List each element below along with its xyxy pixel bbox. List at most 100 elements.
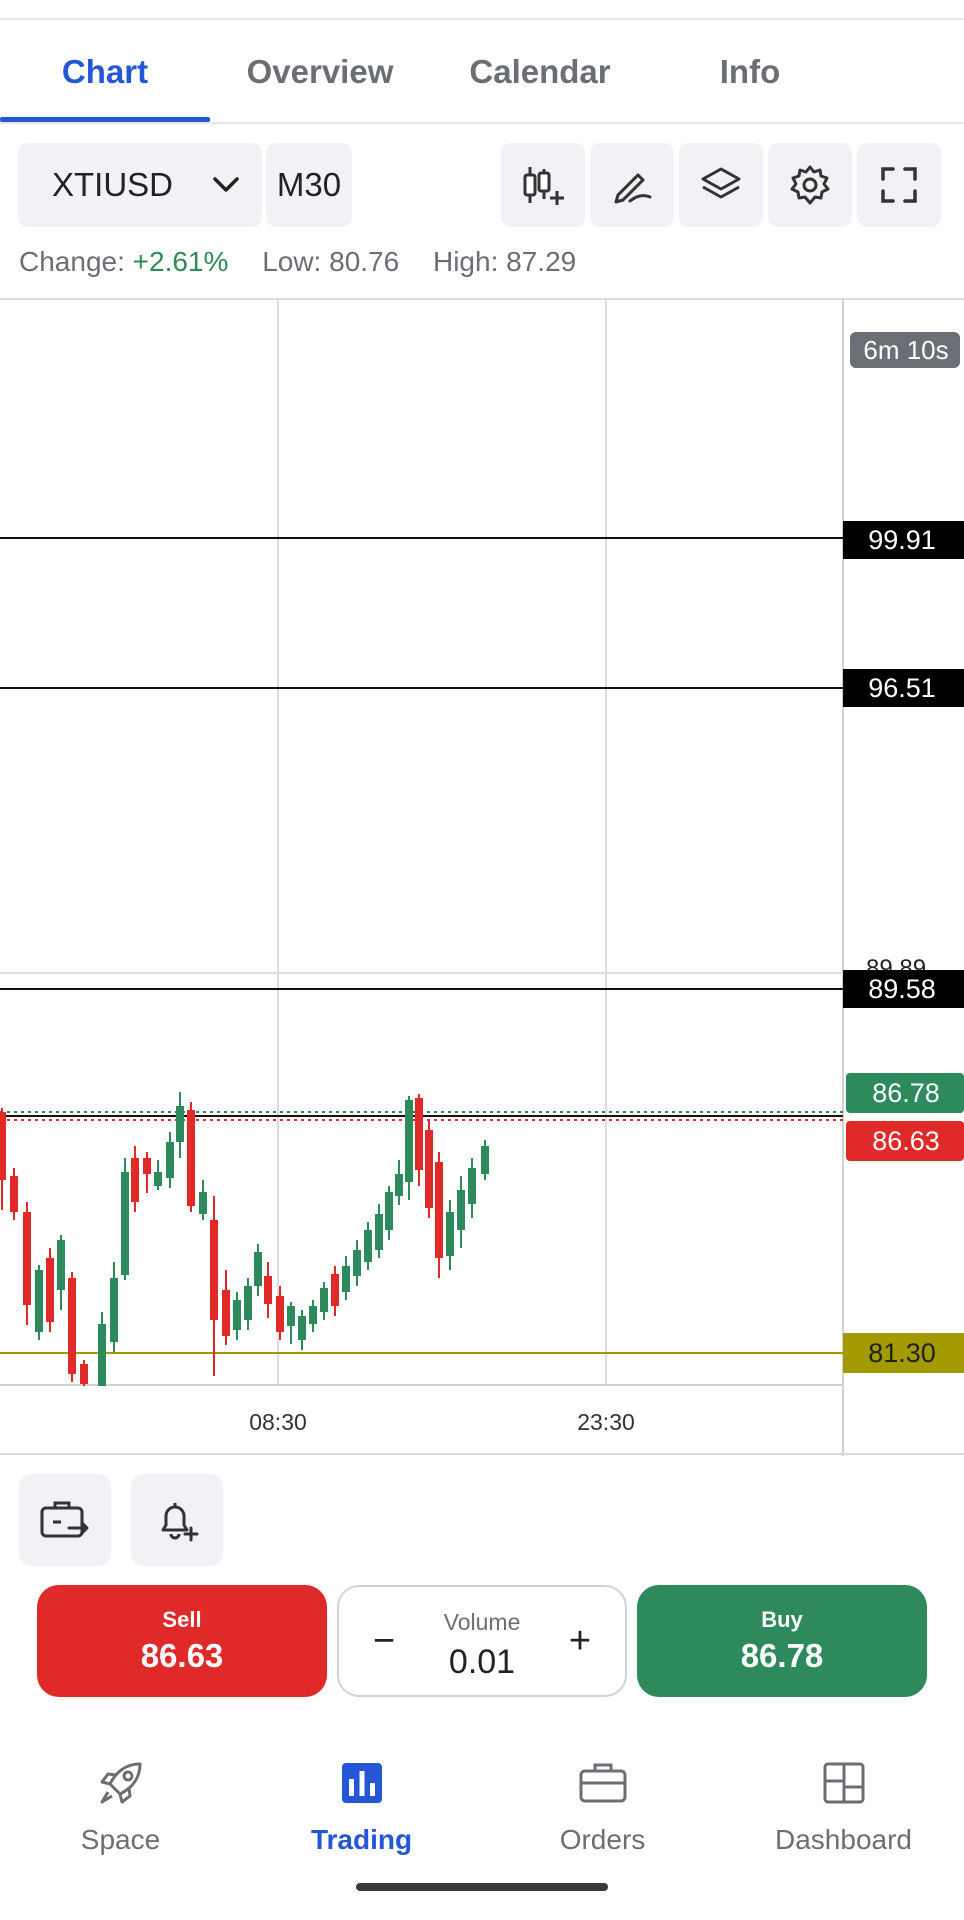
candle-body [287,1306,295,1326]
candle-body [264,1276,272,1304]
layers-button[interactable] [679,143,763,227]
timeframe-button[interactable]: M30 [266,143,352,227]
candle-body [10,1176,18,1212]
briefcase-icon [579,1763,626,1803]
low-label: Low: [262,246,322,277]
chart-toolbar: XTIUSD M30 [0,140,964,228]
candle-body [342,1266,350,1292]
candle-body [131,1158,139,1202]
candle-body [468,1168,476,1204]
tab-calendar[interactable]: Calendar [469,53,611,90]
buy-price: 86.78 [740,1637,824,1674]
volume-stepper: − Volume 0.01 + [337,1585,627,1697]
candle-body [331,1274,339,1306]
candle-body [457,1190,465,1230]
ask-label: 86.78 [872,1078,940,1108]
candle-body [298,1316,306,1340]
symbol-label: XTIUSD [52,166,174,203]
level-label: 89.58 [868,974,936,1004]
candle-body [405,1100,413,1182]
high-value: 87.29 [506,246,577,277]
symbol-selector[interactable]: XTIUSD [18,143,262,227]
bottom-nav: Space Trading Orders [0,1748,964,1878]
nav-label-space: Space [80,1824,161,1855]
candle-body [222,1290,230,1336]
volume-increase-button[interactable]: + [568,1619,592,1662]
price-chart[interactable]: 6m 10s 89.89 99.91 96.51 89.58 86.78 86.… [0,298,964,1456]
timeframe-label: M30 [276,166,342,203]
candle-body [35,1270,43,1332]
bid-label: 86.63 [872,1126,940,1156]
change-label: Change: [19,246,125,277]
settings-button[interactable] [768,143,852,227]
nav-label-trading: Trading [310,1824,413,1855]
sell-button[interactable]: Sell 86.63 [37,1585,327,1697]
level-label-bg [843,970,964,1008]
candle-body [309,1306,317,1324]
close-positions-button[interactable] [19,1474,111,1566]
indicators-icon [523,167,564,205]
sell-price: 86.63 [140,1637,224,1674]
low-value: 80.76 [329,246,400,277]
nav-item-trading[interactable]: Trading [241,1748,482,1878]
draw-icon [614,173,652,204]
change-value: +2.61% [132,246,229,277]
tab-info[interactable]: Info [719,53,781,90]
candle-body [110,1278,118,1342]
candle-body [154,1172,162,1186]
candle-body [199,1192,207,1214]
briefcase-arrow-icon [40,1501,89,1538]
tab-chart[interactable]: Chart [61,53,149,90]
candle-body [143,1158,151,1174]
layers-icon [701,167,741,199]
time-label: 08:30 [249,1409,307,1435]
candle-body [320,1288,328,1312]
candle-body [121,1172,129,1275]
sell-label: Sell [162,1607,202,1632]
nav-label-dashboard: Dashboard [775,1824,912,1855]
gear-icon [790,165,830,205]
price-stats: Change: +2.61% Low: 80.76 High: 87.29 [19,246,576,278]
indicators-button[interactable] [501,143,585,227]
rocket-icon [100,1762,141,1804]
candle-body [364,1230,372,1262]
candle-body [98,1324,106,1386]
buy-label: Buy [761,1607,803,1632]
candle-body [46,1258,54,1322]
volume-label: Volume [443,1609,521,1635]
candle-body [0,1112,6,1180]
volume-value[interactable]: 0.01 [448,1643,516,1681]
chart-canvas[interactable]: 6m 10s 89.89 99.91 96.51 89.58 86.78 86.… [0,300,964,1456]
volume-decrease-button[interactable]: − [372,1619,396,1662]
level-label: 99.91 [868,525,936,555]
high-label: High: [432,246,499,277]
draw-button[interactable] [590,143,674,227]
candle-body [435,1162,443,1258]
bid-label-bg [846,1121,964,1161]
candle-body [23,1212,31,1305]
nav-item-space[interactable]: Space [0,1748,241,1878]
candle-timer-badge [850,332,960,368]
candle-timer: 6m 10s [863,335,948,365]
candle-body [187,1110,195,1206]
top-border [0,0,964,20]
candle-body [254,1252,262,1286]
add-alert-button[interactable] [131,1474,223,1566]
tab-overview[interactable]: Overview [246,53,394,90]
level-label: 81.30 [868,1338,936,1368]
chart-bottom-border [0,1453,964,1455]
time-label: 23:30 [577,1409,635,1435]
fullscreen-icon [881,167,917,203]
candle-body [57,1240,65,1290]
candle-body [166,1142,174,1178]
candle-body [375,1214,383,1250]
candle-body [415,1098,423,1170]
nav-item-orders[interactable]: Orders [482,1748,723,1878]
buy-button[interactable]: Buy 86.78 [637,1585,927,1697]
candle-body [353,1250,361,1276]
candle-body [385,1192,393,1230]
candle-body [481,1146,489,1174]
candle-body [276,1296,284,1332]
fullscreen-button[interactable] [857,143,941,227]
nav-item-dashboard[interactable]: Dashboard [723,1748,964,1878]
